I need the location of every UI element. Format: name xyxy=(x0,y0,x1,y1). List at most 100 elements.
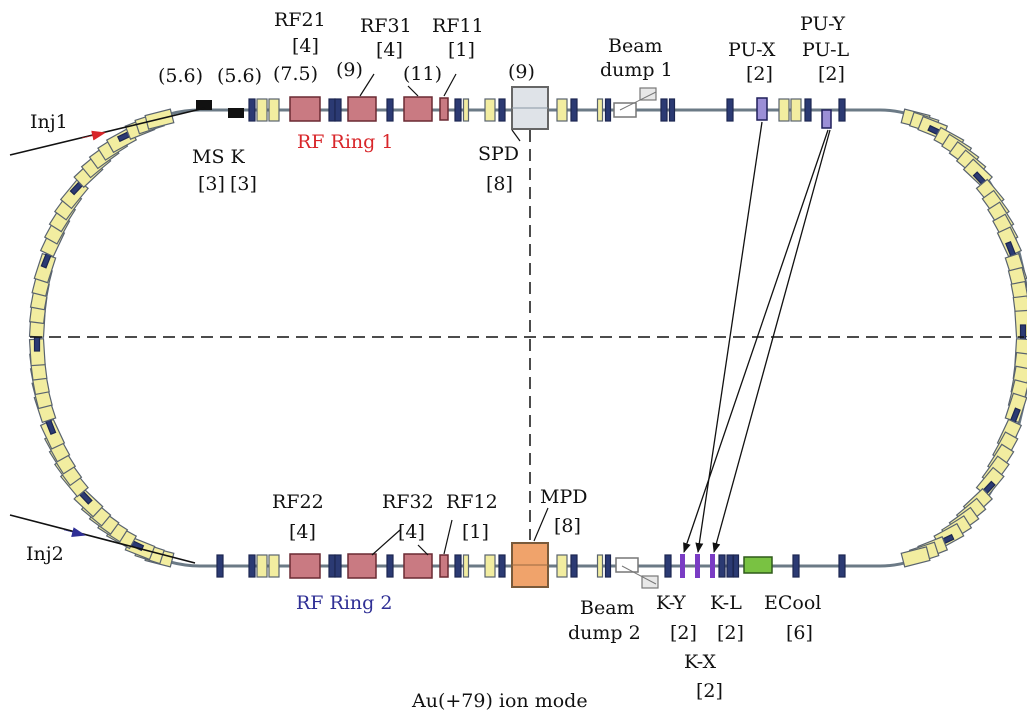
pu-yl-count: [2] xyxy=(818,63,845,85)
ecool-label: ECool xyxy=(764,592,821,614)
bottom-straight-magnet xyxy=(256,554,268,578)
bottom-straight-quadrupole xyxy=(498,554,506,578)
bottom-straight-quadrupole xyxy=(216,554,224,578)
pu-y-to-k-y-arrow xyxy=(683,129,829,553)
beam-dump-1-box xyxy=(639,87,657,101)
spd-count: [8] xyxy=(486,173,513,195)
top-straight-magnet xyxy=(790,98,802,122)
rf31-cavity xyxy=(347,96,377,122)
rf11-left-cavity xyxy=(403,96,433,122)
rf22-label: RF22 xyxy=(272,491,324,513)
top-straight-quadrupole xyxy=(604,98,612,122)
top-straight-quadrupole xyxy=(570,98,578,122)
top-straight-magnet xyxy=(556,98,568,122)
rf32-count: [4] xyxy=(398,521,425,543)
right-arc-dipole xyxy=(900,546,931,568)
rf11-cavity xyxy=(439,97,449,121)
spd-value: (9) xyxy=(508,61,535,83)
top-straight-quadrupole xyxy=(328,98,336,122)
mpd-leader xyxy=(533,507,549,542)
rf11-count: [1] xyxy=(448,39,475,61)
rf12-label: RF12 xyxy=(446,491,498,513)
top-straight-magnet xyxy=(484,98,496,122)
inj2-direction-arrow xyxy=(63,527,86,537)
k-x-label: K-X xyxy=(684,651,717,673)
ecool-device xyxy=(743,556,773,574)
beam-dump-1-label-b: dump 1 xyxy=(600,59,673,81)
left-arc-magnets xyxy=(28,108,175,568)
k-y-count: [2] xyxy=(670,622,697,644)
bottom-straight-quadrupole xyxy=(248,554,256,578)
k-x-kicker xyxy=(695,554,700,578)
inj2-label: Inj2 xyxy=(26,543,64,565)
pu-y-label: PU-Y xyxy=(800,13,845,35)
spd-label: SPD xyxy=(478,143,519,165)
top-straight-quadrupole xyxy=(334,98,342,122)
rf32-right-leader xyxy=(417,544,429,556)
ms-magnet xyxy=(196,100,212,110)
bottom-straight-quadrupole xyxy=(334,554,342,578)
rf31-count: [4] xyxy=(376,39,403,61)
beam-dump-1 xyxy=(613,102,637,118)
rf21-cavity xyxy=(289,96,321,122)
rf12-leader xyxy=(443,519,453,555)
k-x-count: [2] xyxy=(696,680,723,702)
k-y-kicker xyxy=(680,554,685,578)
top-straight-quadrupole xyxy=(386,98,394,122)
rf-ring-2-label: RF Ring 2 xyxy=(296,592,392,614)
bottom-straight-quadrupole xyxy=(838,554,846,578)
inj2-beamline xyxy=(9,514,196,564)
k-count: [3] xyxy=(230,173,257,195)
top-straight-magnet xyxy=(256,98,268,122)
top-straight-quadrupole xyxy=(660,98,668,122)
rf11-value: (11) xyxy=(403,63,442,85)
top-straight-quadrupole xyxy=(838,98,846,122)
beam-dump-1-label-a: Beam xyxy=(608,35,663,57)
top-straight-magnet xyxy=(462,98,470,122)
rf11-val-leader xyxy=(407,85,419,97)
bottom-straight-magnet xyxy=(596,554,604,578)
rf-ring-1-label: RF Ring 1 xyxy=(297,131,393,153)
bottom-straight-quadrupole xyxy=(732,554,740,578)
spd-leader xyxy=(511,129,521,142)
rf12-cavity xyxy=(439,554,449,578)
top-straight-quadrupole xyxy=(804,98,812,122)
inj1-direction-arrow xyxy=(81,130,106,141)
top-straight-magnet xyxy=(596,98,604,122)
rf31-label: RF31 xyxy=(360,15,412,37)
beam-dump-2 xyxy=(615,557,639,573)
top-straight-quadrupole xyxy=(248,98,256,122)
rf22-cavity xyxy=(289,553,321,579)
bottom-straight-quadrupole xyxy=(726,554,734,578)
beam-dump-2-line xyxy=(621,565,657,585)
top-straight-quadrupole xyxy=(454,98,462,122)
right-arc-magnets xyxy=(900,108,1027,568)
beam-dump-2-label-b: dump 2 xyxy=(568,622,641,644)
top-straight-elements xyxy=(248,98,846,122)
k-value: (5.6) xyxy=(217,65,262,87)
k-l-label: K-L xyxy=(710,592,742,614)
ms-count: [3] xyxy=(198,173,225,195)
rf31-value: (9) xyxy=(336,59,363,81)
pu-l-to-k-l-arrow xyxy=(712,129,831,553)
bottom-straight-quadrupole xyxy=(570,554,578,578)
bottom-straight-magnet xyxy=(556,554,568,578)
k-l-kicker xyxy=(710,554,715,578)
k-magnet xyxy=(228,108,244,118)
mpd-count: [8] xyxy=(554,515,581,537)
bottom-straight-quadrupole xyxy=(604,554,612,578)
top-straight-magnet xyxy=(778,98,790,122)
rf21-value: (7.5) xyxy=(273,63,318,85)
rf32-leader xyxy=(371,529,401,556)
top-straight-quadrupole xyxy=(726,98,734,122)
mpd-label: MPD xyxy=(540,486,587,508)
bottom-straight-quadrupole xyxy=(792,554,800,578)
bottom-straight-elements xyxy=(216,554,846,578)
rf32-label: RF32 xyxy=(382,491,434,513)
beam-dump-1-line xyxy=(619,91,657,111)
inj1-label: Inj1 xyxy=(30,111,68,133)
k-y-label: K-Y xyxy=(656,592,686,614)
bottom-straight-quadrupole xyxy=(386,554,394,578)
bottom-straight-quadrupole xyxy=(328,554,336,578)
